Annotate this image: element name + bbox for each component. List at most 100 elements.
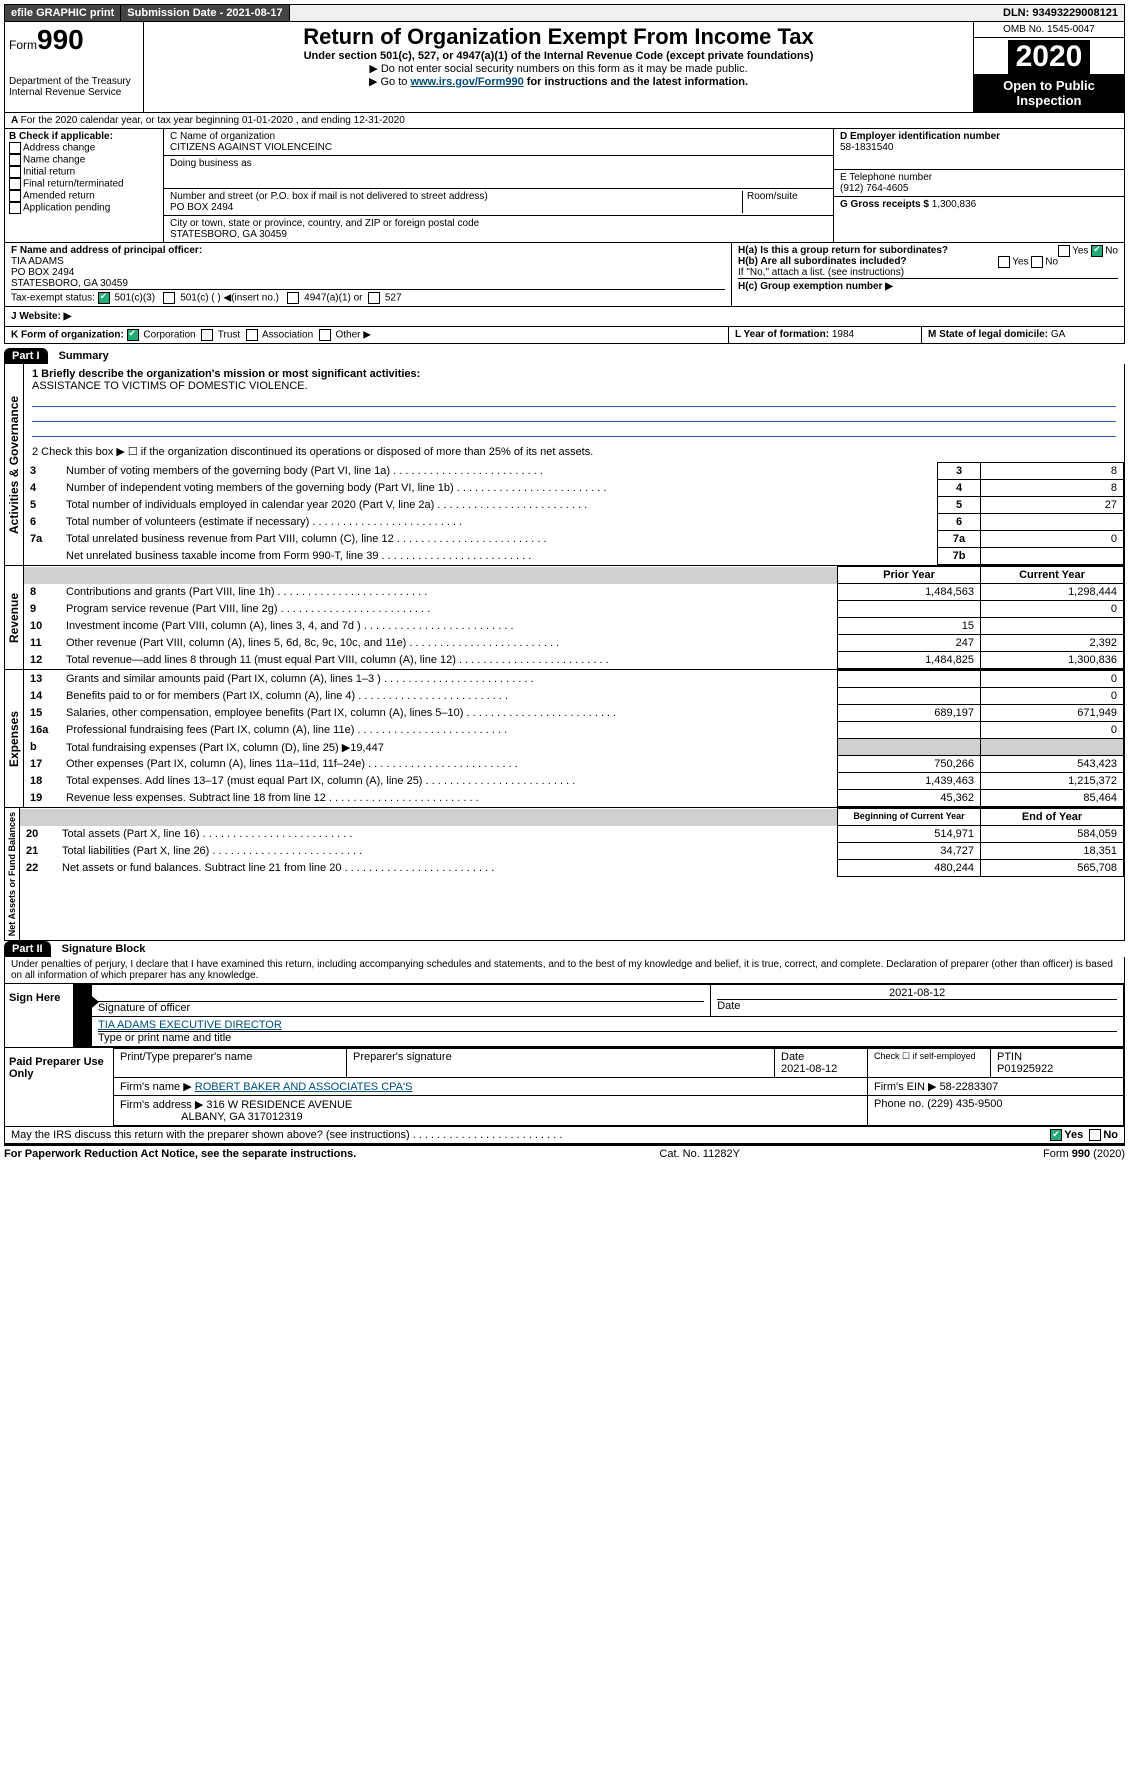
vlabel-gov: Activities & Governance [5,364,24,565]
check-se[interactable]: Check ☐ if self-employed [868,1049,991,1078]
box-deg: D Employer identification number 58-1831… [833,129,1124,242]
box-c: C Name of organization CITIZENS AGAINST … [164,129,833,242]
submission-date: Submission Date - 2021-08-17 [121,5,289,21]
firm-phone: (229) 435-9500 [927,1098,1002,1110]
dba-label: Doing business as [170,158,827,169]
k-trust[interactable]: Trust [218,330,240,341]
chk-final[interactable]: Final return/terminated [23,179,124,190]
sig-date: 2021-08-12 [717,987,1117,1000]
firm-name[interactable]: ROBERT BAKER AND ASSOCIATES CPA'S [195,1081,413,1093]
paid-label: Paid Preparer Use Only [5,1048,113,1126]
top-bar: efile GRAPHIC print Submission Date - 20… [4,4,1125,22]
footer: For Paperwork Reduction Act Notice, see … [4,1144,1125,1160]
phone-label: E Telephone number [840,172,1118,183]
suite-label: Room/suite [742,191,827,213]
cat-no: Cat. No. 11282Y [659,1148,740,1160]
hb-yes[interactable]: Yes [1012,257,1028,268]
chk-pending[interactable]: Application pending [23,203,110,214]
ein-value: 58-1831540 [840,142,1118,153]
mission-text: ASSISTANCE TO VICTIMS OF DOMESTIC VIOLEN… [32,380,1116,392]
date-label: Date [717,1000,740,1012]
l-label: L Year of formation: [735,329,829,340]
firm-addr2: ALBANY, GA 317012319 [181,1111,303,1123]
arrow-icon [73,984,91,1047]
firm-addr-label: Firm's address ▶ [120,1099,203,1111]
form-title: Return of Organization Exempt From Incom… [146,24,971,50]
exp-table: 13Grants and similar amounts paid (Part … [24,670,1124,807]
klm-row: K Form of organization: Corporation Trus… [4,327,1125,344]
part1-body: Activities & Governance 1 Briefly descri… [4,364,1125,566]
open-public: Open to Public Inspection [974,74,1124,112]
ha-yes[interactable]: Yes [1072,246,1088,257]
gross-label: G Gross receipts $ [840,199,929,210]
firm-ein-label: Firm's EIN ▶ [874,1081,937,1093]
tax-year: 2020 [1008,40,1091,74]
paid-preparer-block: Paid Preparer Use Only Print/Type prepar… [4,1048,1125,1127]
perjury-text: Under penalties of perjury, I declare th… [4,957,1125,984]
firm-phone-label: Phone no. [874,1098,924,1110]
k-corp[interactable]: Corporation [143,330,195,341]
ptin-value: P01925922 [997,1063,1053,1075]
k-other[interactable]: Other ▶ [335,330,370,341]
k-assoc[interactable]: Association [262,330,313,341]
q1-label: 1 Briefly describe the organization's mi… [32,368,1116,380]
form-note1: ▶ Do not enter social security numbers o… [146,62,971,75]
sign-here-label: Sign Here [5,984,73,1047]
firm-addr1: 316 W RESIDENCE AVENUE [206,1099,352,1111]
chk-initial[interactable]: Initial return [23,167,75,178]
officer-addr1: PO BOX 2494 [11,267,725,278]
prep-date: 2021-08-12 [781,1063,837,1075]
pra-notice: For Paperwork Reduction Act Notice, see … [4,1148,356,1160]
fh-block: F Name and address of principal officer:… [4,243,1125,307]
chk-501c3[interactable] [98,292,110,304]
chk-amended[interactable]: Amended return [23,191,95,202]
officer-name: TIA ADAMS [11,256,725,267]
rev-table: Prior YearCurrent Year8Contributions and… [24,566,1124,669]
vlabel-exp: Expenses [5,670,24,807]
opt-501c3: 501(c)(3) [114,293,155,304]
dln: DLN: 93493229008121 [997,5,1124,21]
phone-value: (912) 764-4605 [840,183,1118,194]
form990-link[interactable]: www.irs.gov/Form990 [410,76,523,88]
discuss-yes[interactable]: Yes [1064,1129,1083,1141]
officer-addr2: STATESBORO, GA 30459 [11,278,725,289]
exempt-label: Tax-exempt status: [11,293,95,304]
vlabel-net: Net Assets or Fund Balances [5,808,20,940]
omb-number: OMB No. 1545-0047 [974,22,1124,38]
firm-name-label: Firm's name ▶ [120,1081,192,1093]
efile-button[interactable]: efile GRAPHIC print [5,5,121,21]
form-header: Form990 Department of the Treasury Inter… [4,22,1125,113]
part2-header: Part II [4,941,51,957]
part1-header: Part I [4,348,48,364]
period-text: For the 2020 calendar year, or tax year … [21,115,405,126]
k-label: K Form of organization: [11,330,124,341]
website-label: J Website: ▶ [11,311,71,322]
net-table: Beginning of Current YearEnd of Year20To… [20,808,1124,877]
chk-name[interactable]: Name change [23,155,85,166]
org-name-label: C Name of organization [170,131,827,142]
discuss-row: May the IRS discuss this return with the… [4,1127,1125,1144]
discuss-no[interactable]: No [1103,1129,1118,1141]
ha-no[interactable]: No [1105,246,1118,257]
form-prefix: Form [9,38,37,52]
typed-name[interactable]: TIA ADAMS EXECUTIVE DIRECTOR [98,1019,1117,1032]
part2-subtitle: Signature Block [54,943,146,955]
part1-subtitle: Summary [51,350,109,362]
chk-address[interactable]: Address change [23,143,95,154]
gross-value: 1,300,836 [932,199,977,210]
m-value: GA [1051,329,1065,340]
prep-date-label: Date [781,1051,804,1063]
prep-name-label: Print/Type preparer's name [114,1049,347,1078]
opt-4947: 4947(a)(1) or [304,293,362,304]
city-label: City or town, state or province, country… [170,218,827,229]
website-row: J Website: ▶ [4,307,1125,327]
hb-label: H(b) Are all subordinates included? [738,256,907,267]
discuss-text: May the IRS discuss this return with the… [11,1129,410,1141]
sig-officer-label: Signature of officer [98,1002,190,1014]
form-number: 990 [37,24,84,55]
opt-527: 527 [385,293,402,304]
hb-no[interactable]: No [1045,257,1058,268]
note2-post: for instructions and the latest informat… [524,76,748,88]
addr-value: PO BOX 2494 [170,202,742,213]
dept-label: Department of the Treasury Internal Reve… [9,76,139,98]
